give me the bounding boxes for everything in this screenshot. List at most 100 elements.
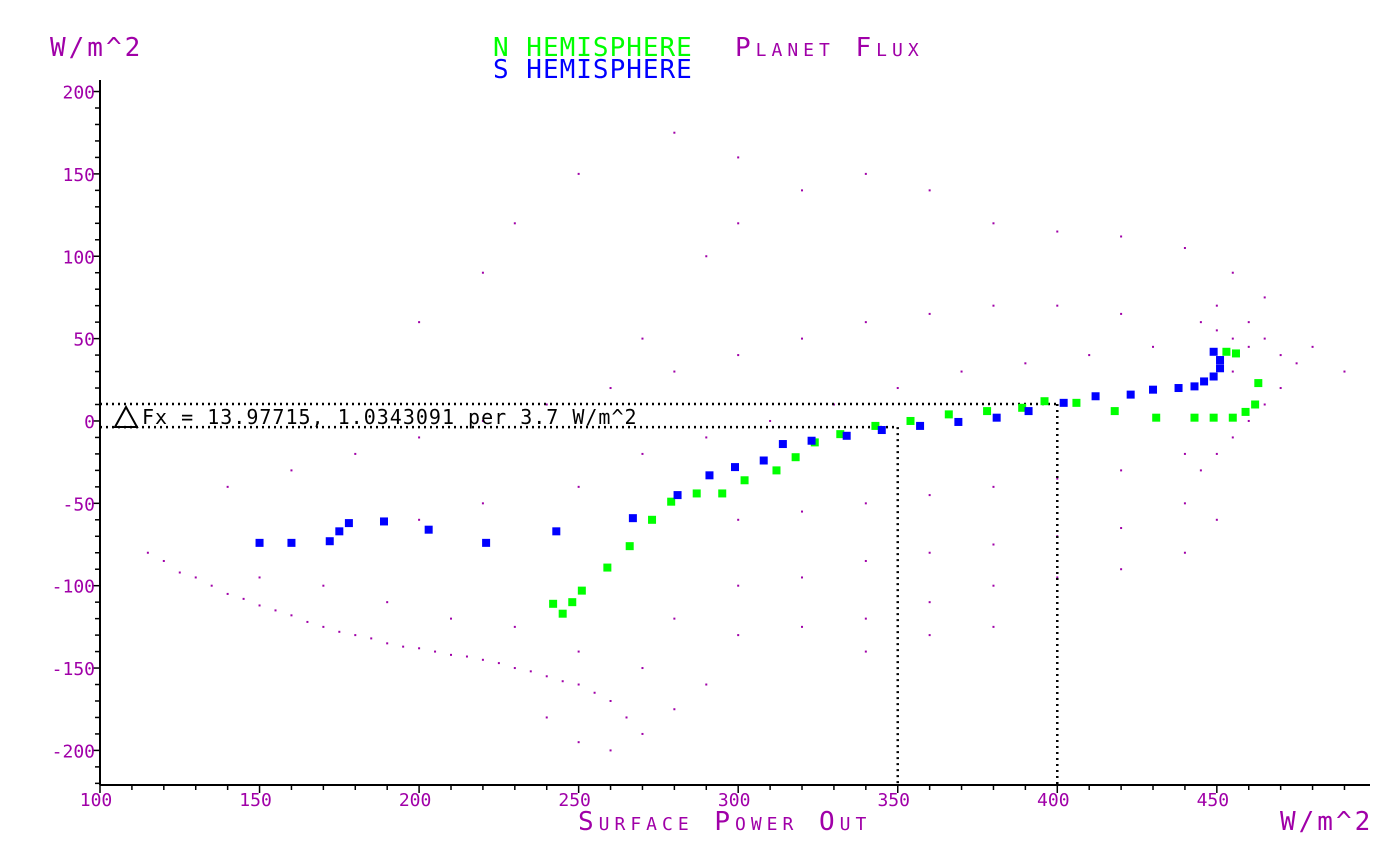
planet-flux-point bbox=[577, 683, 580, 686]
y-tick-label: -50 bbox=[62, 494, 95, 515]
planet-flux-point bbox=[226, 485, 229, 488]
planet-flux-point bbox=[928, 551, 931, 554]
north-hemisphere-point bbox=[836, 430, 845, 439]
north-hemisphere-point bbox=[906, 416, 915, 425]
x-axis-label: Surface Power Out bbox=[578, 807, 871, 837]
planet-flux-point bbox=[609, 387, 612, 390]
planet-flux-point bbox=[1231, 337, 1234, 340]
south-hemisphere-point bbox=[1216, 364, 1225, 373]
y-tick-label: 150 bbox=[62, 165, 95, 186]
south-hemisphere-point bbox=[778, 440, 787, 449]
x-tick-label: 400 bbox=[1037, 790, 1070, 811]
planet-flux-point bbox=[1215, 518, 1218, 521]
tick-labels: 200 150 100 50 0 -50 -100 -150 -200 100 150 200 250 3… bbox=[52, 83, 1229, 811]
north-hemisphere-point bbox=[625, 542, 634, 551]
planet-flux-point bbox=[928, 189, 931, 192]
planet-flux-point bbox=[769, 419, 772, 422]
planet-flux-point bbox=[386, 642, 389, 645]
planet-flux-point bbox=[370, 637, 373, 640]
planet-flux-points bbox=[146, 131, 1346, 752]
planet-flux-point bbox=[1263, 403, 1266, 406]
legend-south: S HEMISPHERE bbox=[493, 55, 693, 85]
north-hemisphere-point bbox=[871, 421, 880, 430]
planet-flux-point bbox=[513, 667, 516, 670]
north-hemisphere-point bbox=[1254, 379, 1263, 388]
planet-flux-point bbox=[992, 543, 995, 546]
y-tick-label: -100 bbox=[52, 577, 95, 598]
south-hemisphere-point bbox=[673, 491, 682, 500]
y-tick-label: 200 bbox=[62, 83, 95, 104]
planet-flux-point bbox=[1183, 502, 1186, 505]
planet-flux-point bbox=[1215, 452, 1218, 455]
planet-flux-point bbox=[1263, 337, 1266, 340]
planet-flux-point bbox=[705, 683, 708, 686]
planet-flux-point bbox=[465, 655, 468, 658]
planet-flux-point bbox=[242, 597, 245, 600]
planet-flux-point bbox=[1263, 296, 1266, 299]
planet-flux-point bbox=[1279, 387, 1282, 390]
planet-flux-point bbox=[386, 601, 389, 604]
y-tick-label: 0 bbox=[84, 412, 95, 433]
south-hemisphere-point bbox=[1059, 398, 1068, 407]
planet-flux-point bbox=[1215, 304, 1218, 307]
north-hemisphere-point bbox=[648, 515, 657, 524]
planet-flux-point bbox=[418, 321, 421, 324]
south-hemisphere-point bbox=[325, 537, 334, 546]
planet-flux-point bbox=[1120, 235, 1123, 238]
planet-flux-point bbox=[529, 670, 532, 673]
north-hemisphere-point bbox=[944, 410, 953, 419]
planet-flux-point bbox=[1056, 230, 1059, 233]
planet-flux-point bbox=[992, 584, 995, 587]
planet-flux-point bbox=[1231, 271, 1234, 274]
planet-flux-point bbox=[705, 436, 708, 439]
planet-flux-point bbox=[1152, 345, 1155, 348]
south-hemisphere-points bbox=[255, 347, 1225, 547]
planet-flux-point bbox=[434, 650, 437, 653]
planet-flux-point bbox=[1247, 321, 1250, 324]
planet-flux-point bbox=[354, 634, 357, 637]
planet-flux-point bbox=[1215, 329, 1218, 332]
planet-flux-point bbox=[641, 337, 644, 340]
planet-flux-point bbox=[705, 255, 708, 258]
planet-flux-point bbox=[1247, 419, 1250, 422]
north-hemisphere-point bbox=[603, 563, 612, 572]
planet-flux-point bbox=[1056, 477, 1059, 480]
north-hemisphere-point bbox=[1231, 349, 1240, 358]
planet-flux-point bbox=[481, 502, 484, 505]
planet-flux-point bbox=[210, 584, 213, 587]
planet-flux-point bbox=[737, 354, 740, 357]
planet-flux-point bbox=[737, 634, 740, 637]
planet-flux-point bbox=[577, 741, 580, 744]
planet-flux-point bbox=[1120, 312, 1123, 315]
planet-flux-point bbox=[513, 222, 516, 225]
north-hemisphere-point bbox=[1222, 347, 1231, 356]
north-hemisphere-point bbox=[791, 453, 800, 462]
north-hemisphere-point bbox=[1018, 403, 1027, 412]
y-unit-label: W/m^2 bbox=[50, 33, 143, 63]
north-hemisphere-point bbox=[983, 407, 992, 416]
south-hemisphere-point bbox=[1190, 382, 1199, 391]
x-unit-label: W/m^2 bbox=[1280, 807, 1373, 837]
planet-flux-point bbox=[737, 584, 740, 587]
planet-flux-point bbox=[737, 518, 740, 521]
planet-flux-point bbox=[1056, 576, 1059, 579]
planet-flux-point bbox=[737, 156, 740, 159]
planet-flux-point bbox=[928, 634, 931, 637]
north-hemisphere-point bbox=[577, 586, 586, 595]
planet-flux-point bbox=[864, 617, 867, 620]
delta-triangle-icon bbox=[113, 404, 139, 428]
y-tick-label: 100 bbox=[62, 247, 95, 268]
south-hemisphere-point bbox=[1149, 385, 1158, 394]
north-hemisphere-point bbox=[667, 497, 676, 506]
north-hemisphere-point bbox=[1040, 397, 1049, 406]
x-tick-label: 300 bbox=[718, 790, 751, 811]
north-hemisphere-point bbox=[1110, 407, 1119, 416]
south-hemisphere-point bbox=[628, 514, 637, 523]
north-hemisphere-point bbox=[1241, 407, 1250, 416]
planet-flux-point bbox=[290, 469, 293, 472]
planet-flux-point bbox=[1247, 345, 1250, 348]
planet-flux-point bbox=[992, 222, 995, 225]
planet-flux-point bbox=[545, 716, 548, 719]
north-hemisphere-point bbox=[1190, 413, 1199, 422]
